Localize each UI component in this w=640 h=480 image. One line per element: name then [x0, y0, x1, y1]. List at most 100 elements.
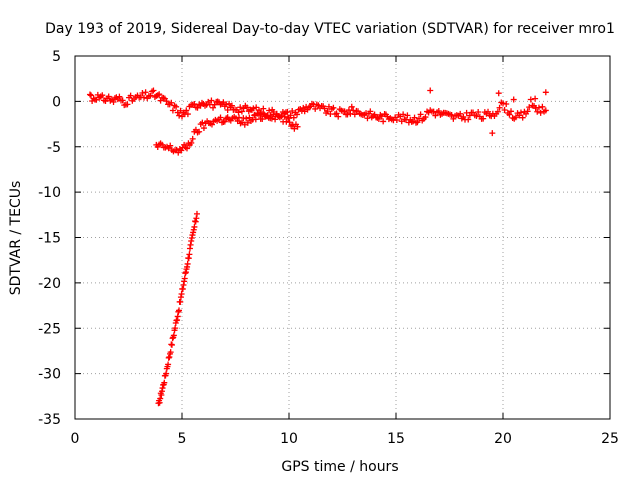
data-point: [160, 94, 167, 101]
data-point: [335, 113, 342, 120]
data-point: [105, 93, 112, 100]
data-point: [496, 104, 503, 111]
data-point: [294, 123, 301, 130]
data-point: [244, 104, 251, 111]
data-point: [512, 114, 519, 121]
plot-frame: [74, 55, 611, 420]
data-point: [348, 103, 355, 110]
data-point: [199, 119, 206, 126]
data-point: [250, 105, 257, 112]
y-tick-label: -35: [38, 412, 61, 428]
x-tick-label: 10: [280, 431, 298, 447]
data-point: [457, 110, 464, 117]
data-point: [163, 98, 170, 105]
data-point: [191, 223, 198, 230]
data-point: [147, 92, 154, 99]
data-point: [404, 112, 411, 119]
data-point: [116, 93, 123, 100]
data-point: [427, 87, 434, 94]
data-point: [165, 361, 172, 368]
x-tick-label: 5: [178, 431, 187, 447]
data-point: [181, 275, 188, 282]
data-point: [344, 111, 351, 118]
x-tick-label: 0: [71, 431, 80, 447]
data-point: [508, 108, 515, 115]
data-point: [193, 210, 200, 217]
data-point: [465, 116, 472, 123]
data-point: [127, 92, 134, 99]
x-tick-label: 20: [494, 431, 512, 447]
data-point: [495, 90, 502, 97]
data-point: [246, 114, 253, 121]
data-point: [235, 109, 242, 116]
data-point: [241, 121, 248, 128]
data-point: [161, 379, 168, 386]
data-point: [284, 114, 291, 121]
data-point: [110, 99, 117, 106]
data-point: [266, 107, 273, 114]
data-point: [194, 104, 201, 111]
x-tick-label: 25: [601, 431, 619, 447]
data-point: [237, 104, 244, 111]
data-point: [183, 145, 190, 152]
data-point: [119, 97, 126, 104]
data-point: [210, 104, 217, 111]
data-point: [228, 102, 235, 109]
data-marks: [86, 87, 549, 407]
data-point: [330, 104, 337, 111]
data-point: [221, 118, 228, 125]
data-point: [367, 108, 374, 115]
y-axis-label: SDTVAR / TECUs: [8, 181, 24, 296]
data-point: [186, 251, 193, 258]
data-point: [99, 92, 106, 99]
data-point: [333, 110, 340, 117]
data-point: [411, 114, 418, 121]
data-point: [535, 104, 542, 111]
x-tick-label: 15: [387, 431, 405, 447]
data-point: [184, 260, 191, 267]
data-point: [175, 149, 182, 156]
data-point: [150, 87, 157, 94]
data-point: [539, 103, 546, 110]
data-point: [324, 108, 331, 115]
data-point: [169, 107, 176, 114]
data-point: [217, 114, 224, 121]
y-tick-label: -10: [38, 185, 61, 201]
data-point: [494, 108, 501, 115]
data-point: [139, 89, 146, 96]
data-point: [300, 104, 307, 111]
data-point: [380, 118, 387, 125]
data-point: [284, 108, 291, 115]
data-point: [532, 95, 539, 102]
data-point: [188, 139, 195, 146]
data-point: [489, 130, 496, 137]
data-point: [172, 325, 179, 332]
data-point: [422, 114, 429, 121]
data-point: [473, 112, 480, 119]
data-point: [510, 96, 517, 103]
data-point: [243, 115, 250, 122]
data-point: [371, 111, 378, 118]
axes: 0 5 10 15 20 25 5 0 -5 -10 -15 -20 -25 -30 -35: [38, 49, 619, 447]
data-point: [196, 128, 203, 135]
data-point: [526, 104, 533, 111]
data-point: [286, 119, 293, 126]
data-point: [291, 125, 298, 132]
data-point: [542, 107, 549, 114]
data-point: [480, 115, 487, 122]
data-point: [475, 108, 482, 115]
data-point: [506, 111, 513, 118]
data-point: [238, 108, 245, 115]
data-point: [86, 91, 93, 98]
y-tick-label: 0: [52, 94, 61, 110]
data-point: [527, 96, 534, 103]
data-point: [253, 104, 260, 111]
data-point: [516, 112, 523, 119]
data-point: [375, 115, 382, 122]
data-point: [208, 97, 215, 104]
data-point: [435, 107, 442, 114]
data-point: [410, 118, 417, 125]
data-point: [417, 111, 424, 118]
data-point: [351, 111, 358, 118]
